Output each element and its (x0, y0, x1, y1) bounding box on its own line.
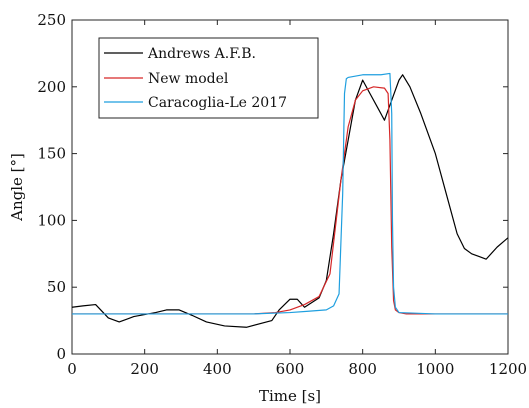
x-tick-label: 400 (203, 360, 232, 378)
x-axis-title: Time [s] (259, 387, 321, 405)
y-tick-label: 200 (37, 78, 66, 96)
legend-label-andrews: Andrews A.F.B. (147, 46, 256, 62)
y-tick-label: 0 (56, 345, 66, 363)
y-tick-label: 150 (37, 145, 66, 163)
legend-label-caracoglia: Caracoglia-Le 2017 (148, 95, 287, 111)
series-line-caracoglia-le-2017 (72, 72, 508, 315)
y-axis-ticks: 0 50 100 150 200 250 (37, 11, 508, 363)
y-axis-title: Angle [°] (8, 153, 26, 222)
x-tick-label: 800 (348, 360, 377, 378)
x-tick-label: 1000 (416, 360, 454, 378)
legend: Andrews A.F.B. New model Caracoglia-Le 2… (98, 37, 319, 119)
x-tick-label: 1200 (489, 360, 527, 378)
legend-label-new-model: New model (148, 71, 229, 87)
x-axis-ticks: 0 200 400 600 800 1000 1200 (67, 20, 527, 378)
x-tick-label: 200 (130, 360, 159, 378)
x-tick-label: 0 (67, 360, 77, 378)
y-tick-label: 100 (37, 211, 66, 229)
y-tick-label: 250 (37, 11, 66, 29)
y-tick-label: 50 (47, 278, 66, 296)
x-tick-label: 600 (276, 360, 305, 378)
series-layer (72, 72, 508, 328)
